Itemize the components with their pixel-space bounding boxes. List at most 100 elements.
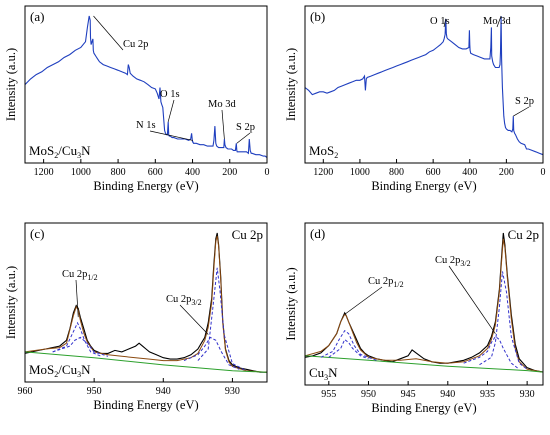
peak-annotation-part: 1/2 bbox=[87, 273, 97, 282]
series-line-envelope bbox=[24, 235, 268, 373]
peak-annotation-part: 1/2 bbox=[393, 280, 403, 289]
sample-label-part: /Cu bbox=[58, 362, 77, 377]
annotation-leader bbox=[344, 286, 383, 315]
panel-label: (a) bbox=[30, 9, 44, 24]
x-tick-label: 800 bbox=[389, 167, 404, 178]
x-tick-label: 940 bbox=[156, 386, 171, 397]
y-axis-label: Intensity (a.u.) bbox=[4, 48, 18, 121]
peak-annotation: Cu 2p bbox=[123, 39, 148, 50]
peak-annotation-part: 3/2 bbox=[191, 298, 201, 307]
peak-annotation: Cu 2p1/2 bbox=[62, 269, 98, 282]
annotation-leader bbox=[221, 109, 225, 140]
peak-annotation: Cu 2p3/2 bbox=[435, 255, 471, 268]
x-axis-label: Binding Energy (eV) bbox=[371, 401, 476, 415]
x-tick-label: 800 bbox=[111, 167, 126, 178]
sample-label-part: Cu bbox=[309, 365, 325, 380]
x-tick-label: 955 bbox=[321, 389, 336, 400]
series-line-component-4 bbox=[197, 267, 247, 372]
peak-annotation: S 2p bbox=[515, 96, 534, 107]
peak-annotation-part: Cu 2p bbox=[166, 294, 191, 305]
panel-3: 960 950 940 930 Binding Energy (eV) Intensity… bbox=[4, 222, 268, 412]
x-tick-label: 600 bbox=[148, 167, 163, 178]
series-line-component-3 bbox=[463, 335, 520, 370]
y-axis-label: Intensity (a.u.) bbox=[284, 48, 298, 121]
x-tick-label: 930 bbox=[225, 386, 240, 397]
y-axis-label: Intensity (a.u.) bbox=[284, 267, 298, 340]
plot-frame bbox=[24, 5, 268, 164]
annotation-leader bbox=[496, 15, 502, 28]
series-line-background bbox=[304, 355, 544, 373]
peak-annotation: S 2p bbox=[236, 122, 255, 133]
x-tick-label: 1000 bbox=[350, 167, 370, 178]
x-tick-label: 400 bbox=[462, 167, 477, 178]
series-line-background bbox=[24, 351, 268, 373]
series-line-component-2 bbox=[328, 338, 369, 360]
annotation-leader bbox=[179, 304, 209, 335]
peak-annotation-part: 3/2 bbox=[460, 259, 470, 268]
annotation-leader bbox=[93, 15, 124, 51]
annotation-leader bbox=[448, 265, 496, 334]
x-tick-label: 200 bbox=[222, 167, 237, 178]
sample-label-part: 2 bbox=[334, 151, 338, 160]
peak-annotation-part: Cu 2p bbox=[368, 276, 393, 287]
series-line-component-2 bbox=[52, 336, 109, 357]
x-tick-label: 1200 bbox=[313, 167, 333, 178]
panel-4: 955 950 945 940 935 930 Binding Energy (eV) Int… bbox=[284, 222, 544, 415]
x-tick-label: 940 bbox=[440, 389, 455, 400]
sample-label-part: MoS bbox=[29, 362, 54, 377]
x-tick-label: 0 bbox=[541, 167, 546, 178]
sample-label-part: 3 bbox=[77, 370, 81, 379]
peak-annotation: Cu 2p3/2 bbox=[166, 294, 202, 307]
x-axis-label: Binding Energy (eV) bbox=[93, 398, 198, 412]
x-tick-label: 935 bbox=[480, 389, 495, 400]
panel-title: Cu 2p bbox=[508, 227, 539, 242]
x-axis-label: Binding Energy (eV) bbox=[93, 179, 198, 193]
sample-label-part: 3 bbox=[324, 373, 328, 382]
panel-2: 1200 1000 800 600 400 200 0 Binding Energy (eV)… bbox=[284, 5, 546, 193]
sample-label: MoS2/Cu3N bbox=[29, 143, 91, 160]
peak-annotation-part: Cu 2p bbox=[435, 255, 460, 266]
sample-label-part: N bbox=[81, 143, 91, 158]
series-line-measured bbox=[24, 232, 267, 373]
sample-label-part: MoS bbox=[309, 143, 334, 158]
x-tick-label: 1000 bbox=[71, 167, 91, 178]
annotation-leader bbox=[75, 279, 79, 318]
x-tick-label: 950 bbox=[361, 389, 376, 400]
series-line-spectrum bbox=[24, 15, 268, 159]
plot-frame bbox=[304, 222, 544, 386]
x-tick-label: 930 bbox=[520, 389, 535, 400]
peak-annotation: Mo 3d bbox=[208, 99, 236, 110]
series-line-component-1 bbox=[320, 329, 377, 361]
x-tick-label: 400 bbox=[185, 167, 200, 178]
peak-annotation: Cu 2p1/2 bbox=[368, 276, 404, 289]
y-axis-label: Intensity (a.u.) bbox=[4, 266, 18, 339]
peak-annotation: N 1s bbox=[136, 120, 156, 131]
series-line-spectrum bbox=[304, 15, 544, 156]
panel-label: (c) bbox=[30, 226, 44, 241]
x-tick-label: 1200 bbox=[34, 167, 54, 178]
panel-label: (d) bbox=[310, 226, 325, 241]
sample-label-part: N bbox=[81, 362, 91, 377]
annotation-leader bbox=[513, 106, 530, 117]
peak-annotation: O 1s bbox=[430, 16, 450, 27]
sample-label-part: /Cu bbox=[58, 143, 77, 158]
peak-annotation: Mo 3d bbox=[483, 16, 511, 27]
sample-label: MoS2 bbox=[309, 143, 338, 160]
panel-1: 1200 1000 800 600 400 200 0 Binding Energy (eV)… bbox=[4, 5, 270, 193]
annotation-leader bbox=[443, 18, 447, 28]
x-axis-label: Binding Energy (eV) bbox=[371, 179, 476, 193]
peak-annotation-part: Cu 2p bbox=[62, 269, 87, 280]
sample-label-part: 3 bbox=[77, 151, 81, 160]
sample-label-part: N bbox=[328, 365, 338, 380]
series-line-component-4 bbox=[479, 271, 528, 370]
sample-label-part: 2 bbox=[54, 151, 58, 160]
sample-label: Cu3N bbox=[309, 365, 338, 382]
panel-label: (b) bbox=[310, 9, 325, 24]
series-line-component-1 bbox=[52, 321, 102, 357]
x-tick-label: 600 bbox=[426, 167, 441, 178]
peak-annotation: O 1s bbox=[160, 89, 180, 100]
annotation-leader bbox=[236, 132, 251, 144]
x-tick-label: 200 bbox=[499, 167, 514, 178]
sample-label-part: 2 bbox=[54, 370, 58, 379]
annotation-leader bbox=[167, 99, 175, 122]
